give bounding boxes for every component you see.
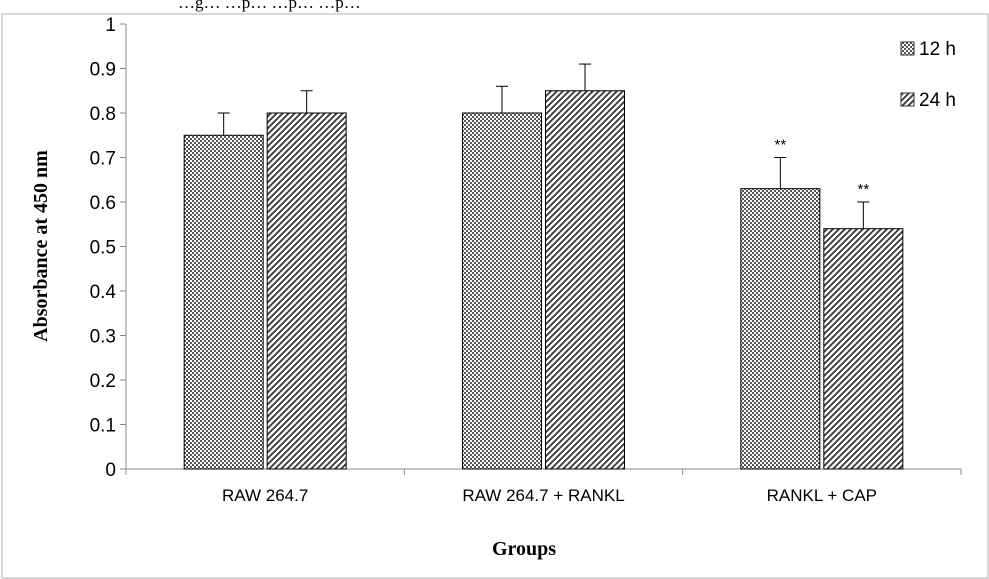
error-bars: [217, 63, 870, 229]
significance-label: **: [857, 181, 869, 198]
y-tick-label: 0.9: [90, 60, 116, 81]
significance-labels: ** **: [774, 137, 869, 199]
y-tick-label: 1: [105, 15, 116, 36]
legend-swatch-12h: [900, 41, 915, 56]
bar-12h: [462, 112, 542, 470]
chart-frame: [1, 13, 989, 579]
bar-24h: [545, 90, 625, 470]
bars: [183, 90, 904, 470]
category-label: RAW 264.7 + RANKL: [462, 486, 624, 505]
y-tick-label: 0.4: [90, 282, 117, 303]
y-tick-label: 0: [105, 460, 116, 481]
category-label: RAW 264.7: [222, 486, 308, 505]
x-ticks: [125, 469, 962, 475]
y-tick-label: 0.5: [90, 238, 116, 259]
y-tick-label: 0.7: [90, 149, 116, 170]
x-axis-title: Groups: [492, 538, 556, 560]
legend-label-12h: 12 h: [919, 39, 956, 60]
legend: 12 h 24 h: [900, 39, 956, 111]
bar-12h: [740, 188, 821, 470]
y-tick-label: 0.6: [90, 193, 116, 214]
top-caption-fragment: …g… …p… …p… …p…: [178, 0, 361, 12]
significance-label: **: [774, 137, 786, 154]
bar-12h: [183, 134, 264, 470]
category-labels: RAW 264.7 RAW 264.7 + RANKL RANKL + CAP: [222, 486, 877, 505]
bar-24h: [823, 228, 904, 470]
category-label: RANKL + CAP: [767, 486, 877, 505]
y-tick-label: 0.1: [90, 416, 116, 437]
bar-24h: [266, 112, 347, 470]
y-tick-label: 0.3: [90, 327, 116, 348]
y-ticks: 0 0.1 0.2 0.3 0.4 0.5 0.6 0.7 0.8 0.9 1: [90, 15, 126, 481]
legend-label-24h: 24 h: [919, 90, 956, 111]
legend-swatch-24h: [900, 92, 915, 107]
y-axis-title: Absorbance at 450 nm: [30, 150, 52, 342]
y-tick-label: 0.8: [90, 104, 116, 125]
y-tick-label: 0.2: [90, 371, 116, 392]
